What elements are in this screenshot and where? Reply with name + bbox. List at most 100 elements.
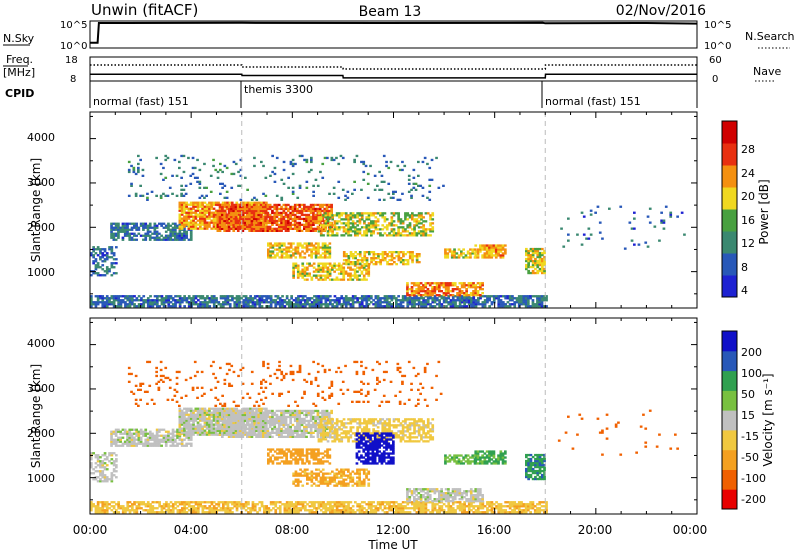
data-cell bbox=[90, 464, 93, 467]
data-cell bbox=[399, 220, 403, 223]
data-cell bbox=[326, 246, 329, 249]
data-cell bbox=[363, 501, 366, 504]
data-cell bbox=[335, 228, 339, 231]
data-cell bbox=[440, 305, 444, 308]
data-cell bbox=[358, 228, 362, 231]
data-cell bbox=[429, 214, 432, 217]
data-cell bbox=[266, 205, 270, 209]
data-cell bbox=[128, 430, 132, 433]
data-cell bbox=[543, 249, 546, 253]
data-cell bbox=[169, 230, 173, 233]
data-cell bbox=[335, 214, 339, 217]
data-cell bbox=[234, 221, 238, 225]
data-cell bbox=[94, 505, 98, 508]
data-cell bbox=[374, 305, 378, 308]
data-cell bbox=[316, 207, 320, 211]
data-cell bbox=[178, 303, 182, 306]
data-cell bbox=[411, 255, 414, 258]
data-cell bbox=[121, 444, 125, 447]
data-cell bbox=[385, 503, 389, 506]
data-cell bbox=[515, 511, 519, 514]
data-cell bbox=[90, 501, 93, 504]
data-cell bbox=[474, 286, 478, 289]
data-cell bbox=[328, 203, 331, 207]
data-cell bbox=[531, 269, 535, 273]
data-cell bbox=[329, 299, 332, 302]
data-cell bbox=[221, 213, 224, 217]
data-cell bbox=[337, 278, 341, 281]
data-cell bbox=[474, 290, 478, 293]
data-cell bbox=[146, 297, 150, 300]
data-cell bbox=[290, 511, 293, 514]
data-cell bbox=[230, 219, 233, 223]
data-cell bbox=[178, 215, 182, 218]
data-cell bbox=[250, 207, 254, 211]
data-cell bbox=[92, 505, 95, 508]
data-cell bbox=[278, 505, 282, 508]
data-cell bbox=[517, 507, 521, 510]
data-cell bbox=[415, 218, 419, 221]
data-cell bbox=[353, 264, 357, 267]
data-cell bbox=[260, 295, 264, 298]
data-cell bbox=[123, 232, 127, 235]
data-cell bbox=[301, 250, 304, 253]
data-cell bbox=[417, 505, 421, 508]
data-cell bbox=[310, 505, 314, 508]
data-cell bbox=[417, 507, 421, 510]
data-cell bbox=[210, 301, 214, 304]
data-cell bbox=[226, 509, 230, 512]
data-cell bbox=[476, 294, 480, 297]
data-cell bbox=[451, 288, 455, 291]
data-cell bbox=[266, 225, 270, 228]
data-cell bbox=[222, 501, 225, 504]
data-cell bbox=[367, 503, 371, 506]
data-cell bbox=[241, 213, 245, 217]
data-cell bbox=[304, 303, 307, 306]
data-cell bbox=[165, 297, 168, 300]
data-cell bbox=[280, 213, 283, 217]
data-cell bbox=[524, 303, 528, 306]
data-cell bbox=[196, 205, 200, 208]
data-cell bbox=[363, 251, 367, 254]
data-cell bbox=[404, 295, 407, 298]
data-cell bbox=[194, 227, 198, 230]
data-cell bbox=[171, 503, 175, 506]
data-cell bbox=[101, 472, 105, 475]
data-cell bbox=[206, 507, 209, 510]
data-cell bbox=[424, 294, 428, 297]
data-cell bbox=[429, 303, 432, 306]
data-cell bbox=[534, 251, 537, 255]
data-cell bbox=[119, 430, 122, 433]
data-cell bbox=[404, 230, 407, 233]
data-cell bbox=[180, 213, 184, 216]
data-cell bbox=[173, 158, 177, 162]
data-cell bbox=[340, 503, 344, 506]
data-cell bbox=[142, 301, 146, 304]
data-cell bbox=[174, 303, 177, 306]
data-cell bbox=[395, 251, 398, 254]
data-cell bbox=[298, 223, 302, 226]
data-cell bbox=[174, 236, 177, 239]
data-cell bbox=[326, 156, 329, 160]
data-cell bbox=[307, 221, 311, 225]
data-cell bbox=[197, 511, 200, 514]
data-cell bbox=[160, 509, 164, 512]
data-cell bbox=[131, 301, 134, 304]
data-cell bbox=[160, 301, 164, 304]
data-cell bbox=[458, 507, 462, 510]
data-cell bbox=[474, 250, 478, 253]
data-cell bbox=[358, 274, 361, 277]
data-cell bbox=[230, 213, 233, 217]
data-cell bbox=[236, 203, 240, 207]
data-cell bbox=[444, 294, 448, 297]
data-cell bbox=[402, 253, 405, 256]
data-cell bbox=[587, 237, 591, 240]
data-cell bbox=[413, 230, 416, 233]
data-cell bbox=[183, 295, 186, 298]
data-cell bbox=[499, 246, 503, 249]
data-cell bbox=[153, 230, 157, 233]
data-cell bbox=[351, 268, 355, 271]
data-cell bbox=[370, 232, 373, 235]
data-cell bbox=[515, 507, 519, 510]
data-cell bbox=[234, 227, 238, 230]
